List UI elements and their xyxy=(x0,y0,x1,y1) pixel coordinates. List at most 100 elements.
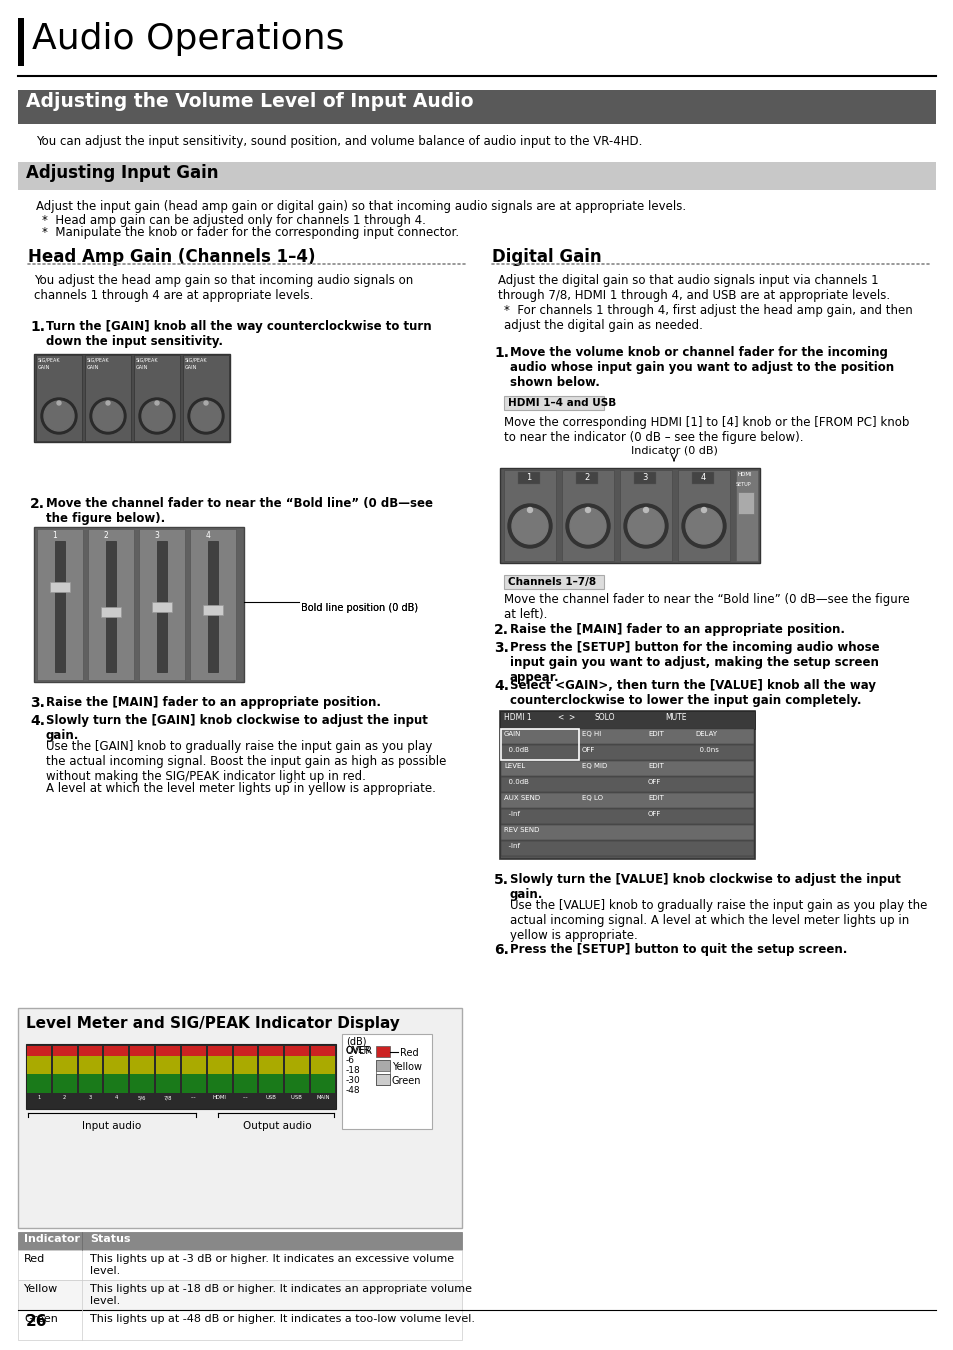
Bar xyxy=(105,1046,129,1094)
Text: *  For channels 1 through 4, first adjust the head amp gain, and then
adjust the: * For channels 1 through 4, first adjust… xyxy=(503,304,912,332)
Bar xyxy=(106,541,116,672)
Text: 3: 3 xyxy=(641,472,647,482)
Bar xyxy=(18,162,935,190)
Text: Use the [VALUE] knob to gradually raise the input gain as you play the
actual in: Use the [VALUE] knob to gradually raise … xyxy=(510,899,926,942)
Text: HDMI: HDMI xyxy=(738,472,752,477)
Circle shape xyxy=(507,504,552,548)
Bar xyxy=(500,729,578,760)
Text: Output audio: Output audio xyxy=(242,1120,311,1131)
Text: 4: 4 xyxy=(700,472,705,482)
Text: SIG/PEAK: SIG/PEAK xyxy=(136,358,158,363)
Bar xyxy=(619,470,671,562)
Text: Slowly turn the [VALUE] knob clockwise to adjust the input
gain.: Slowly turn the [VALUE] knob clockwise t… xyxy=(510,873,900,900)
Text: This lights up at -3 dB or higher. It indicates an excessive volume
level.: This lights up at -3 dB or higher. It in… xyxy=(90,1254,454,1276)
Bar xyxy=(500,841,753,856)
Bar xyxy=(500,745,753,760)
Text: Yellow: Yellow xyxy=(392,1062,421,1072)
Text: 1: 1 xyxy=(52,531,57,540)
Text: 2: 2 xyxy=(104,531,109,540)
Text: 3: 3 xyxy=(154,531,159,540)
Bar xyxy=(78,1046,102,1056)
Bar xyxy=(55,541,65,672)
Bar xyxy=(37,529,83,680)
Text: GAIN: GAIN xyxy=(136,364,149,370)
Text: A level at which the level meter lights up in yellow is appropriate.: A level at which the level meter lights … xyxy=(46,782,436,795)
Bar xyxy=(36,355,82,441)
Circle shape xyxy=(44,401,74,431)
Text: HDMI 1–4 and USB: HDMI 1–4 and USB xyxy=(507,398,616,408)
Circle shape xyxy=(90,398,126,433)
Text: 4: 4 xyxy=(205,531,211,540)
Bar xyxy=(182,1046,206,1075)
Circle shape xyxy=(681,504,725,548)
Text: -48: -48 xyxy=(346,1085,360,1095)
Text: Move the volume knob or channel fader for the incoming
audio whose input gain yo: Move the volume knob or channel fader fo… xyxy=(510,346,893,389)
Text: GAIN: GAIN xyxy=(38,364,51,370)
Bar xyxy=(18,90,935,124)
Bar xyxy=(139,529,185,680)
Text: Press the [SETUP] button to quit the setup screen.: Press the [SETUP] button to quit the set… xyxy=(510,944,846,956)
Text: 3.: 3. xyxy=(494,641,508,655)
Circle shape xyxy=(204,401,208,405)
Text: (dB): (dB) xyxy=(346,1035,366,1046)
Text: OFF: OFF xyxy=(581,747,595,753)
Bar xyxy=(52,1046,76,1094)
Bar xyxy=(500,761,753,776)
Text: Indicator (0 dB): Indicator (0 dB) xyxy=(630,446,717,456)
Circle shape xyxy=(154,401,159,405)
Text: -18: -18 xyxy=(346,1066,360,1075)
Text: 7/8: 7/8 xyxy=(164,1095,172,1100)
Bar xyxy=(133,355,180,441)
Bar xyxy=(499,468,760,563)
Text: You adjust the head amp gain so that incoming audio signals on
channels 1 throug: You adjust the head amp gain so that inc… xyxy=(34,274,413,302)
Text: SIG/PEAK: SIG/PEAK xyxy=(38,358,61,363)
Bar xyxy=(101,608,121,617)
Bar xyxy=(208,1046,232,1094)
Text: 26: 26 xyxy=(26,1314,48,1328)
Text: SOLO: SOLO xyxy=(595,713,615,722)
Text: EDIT: EDIT xyxy=(647,795,663,801)
Bar xyxy=(78,1046,102,1075)
Bar xyxy=(52,1046,76,1075)
Text: OFF: OFF xyxy=(647,811,660,817)
Bar xyxy=(375,1060,390,1085)
Bar xyxy=(634,472,656,485)
Text: HDMI 1: HDMI 1 xyxy=(503,713,531,722)
Circle shape xyxy=(139,398,174,433)
Text: AUX SEND: AUX SEND xyxy=(503,795,539,801)
Text: Adjusting the Volume Level of Input Audio: Adjusting the Volume Level of Input Audi… xyxy=(26,92,473,111)
Bar xyxy=(152,602,172,612)
Circle shape xyxy=(627,508,663,544)
Text: ---: --- xyxy=(242,1095,248,1100)
Bar xyxy=(157,541,167,672)
Bar xyxy=(78,1046,102,1094)
Text: EDIT: EDIT xyxy=(647,763,663,769)
Text: Red: Red xyxy=(399,1048,418,1058)
Bar xyxy=(503,575,603,589)
Bar xyxy=(105,1046,129,1056)
Text: 2: 2 xyxy=(584,472,589,482)
Text: -6: -6 xyxy=(346,1056,355,1065)
Text: 3: 3 xyxy=(89,1095,92,1100)
Bar xyxy=(156,1046,180,1075)
Text: 2: 2 xyxy=(63,1095,67,1100)
Bar xyxy=(26,1044,335,1108)
Bar xyxy=(375,1075,390,1085)
Text: Move the channel fader to near the “Bold line” (0 dB—see the figure
at left).: Move the channel fader to near the “Bold… xyxy=(503,593,909,621)
Text: Head Amp Gain (Channels 1–4): Head Amp Gain (Channels 1–4) xyxy=(28,248,315,266)
Bar xyxy=(208,1046,232,1056)
Bar xyxy=(52,1046,76,1056)
Circle shape xyxy=(142,401,172,431)
Bar xyxy=(131,1046,154,1056)
Text: EQ LO: EQ LO xyxy=(581,795,602,801)
Bar xyxy=(50,582,70,593)
Text: OVER: OVER xyxy=(346,1046,371,1054)
Text: Input audio: Input audio xyxy=(82,1120,141,1131)
Text: <  >: < > xyxy=(558,713,575,722)
Text: -Inf: -Inf xyxy=(503,811,519,817)
Circle shape xyxy=(92,401,123,431)
Text: Slowly turn the [GAIN] knob clockwise to adjust the input
gain.: Slowly turn the [GAIN] knob clockwise to… xyxy=(46,714,428,743)
Bar xyxy=(576,472,598,485)
Text: 1: 1 xyxy=(526,472,531,482)
Bar xyxy=(233,1046,257,1094)
